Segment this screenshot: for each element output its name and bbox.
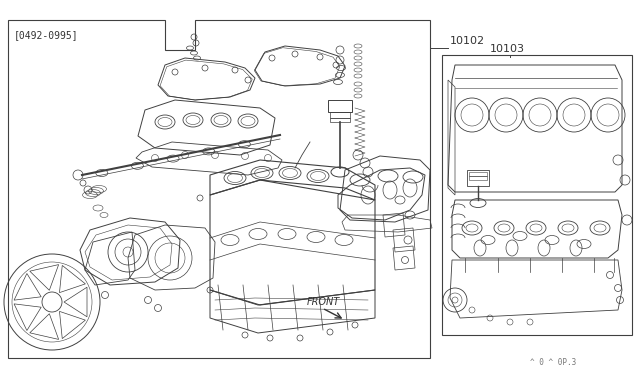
Text: ^ 0 ^ 0P.3: ^ 0 ^ 0P.3 xyxy=(530,358,576,367)
Text: FRONT: FRONT xyxy=(307,297,340,307)
Bar xyxy=(467,170,489,186)
Bar xyxy=(469,172,487,176)
Bar xyxy=(469,176,487,180)
Text: 10102: 10102 xyxy=(450,36,485,46)
Text: 10103: 10103 xyxy=(490,44,525,54)
Text: [0492-0995]: [0492-0995] xyxy=(14,30,79,40)
Bar xyxy=(330,118,350,122)
Bar xyxy=(330,112,350,118)
Bar xyxy=(442,55,632,335)
Bar xyxy=(328,100,352,112)
